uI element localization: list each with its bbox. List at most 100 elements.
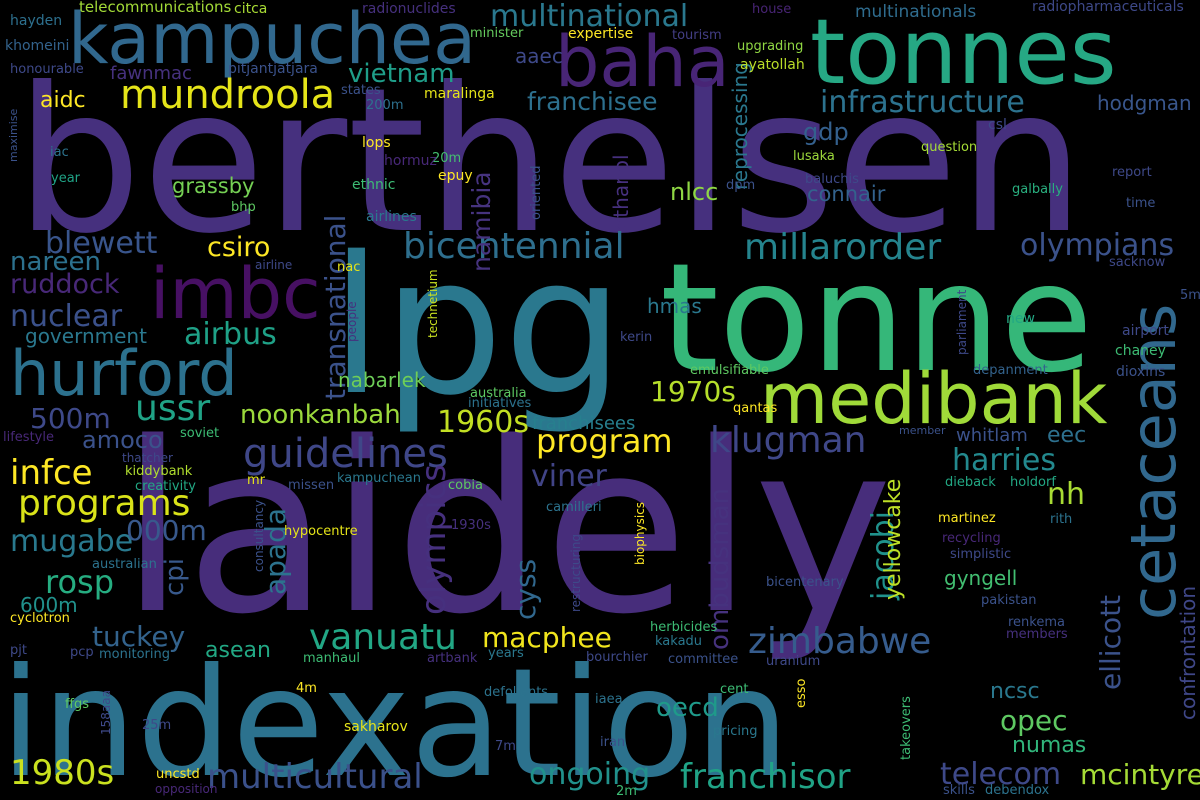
- word-200m: 200m: [366, 98, 403, 113]
- word-asean: asean: [205, 638, 271, 663]
- word-cobia: cobia: [448, 478, 483, 493]
- word-technetium: technetium: [426, 269, 440, 338]
- word-harries: harries: [952, 443, 1056, 478]
- word-1930s: 1930s: [451, 518, 491, 533]
- word-olympians: olympians: [1020, 228, 1174, 263]
- word-apada: apada: [259, 508, 292, 595]
- word-ncsc: ncsc: [990, 679, 1040, 704]
- word-people: people: [345, 301, 359, 342]
- word-klugman: klugman: [710, 420, 866, 461]
- word-csiro: csiro: [207, 232, 270, 263]
- word-4m: 4m: [296, 681, 317, 696]
- word-takeovers: takeovers: [899, 696, 914, 760]
- word-lusaka: lusaka: [793, 149, 835, 164]
- word-kampuchea: kampuchea: [68, 0, 476, 80]
- word-eec: eec: [1047, 423, 1086, 448]
- word-pakistan: pakistan: [981, 593, 1036, 608]
- word-laidely: laidely: [120, 393, 893, 666]
- word-connair: connair: [807, 182, 886, 206]
- word-sakharov: sakharov: [344, 719, 408, 735]
- word-158aaa: 158aaa: [99, 690, 113, 735]
- word-epuy: epuy: [438, 168, 473, 184]
- word-camilleri: camilleri: [546, 500, 602, 515]
- word-gdp: gdp: [803, 118, 849, 146]
- word-bicentennial: bicentennial: [403, 226, 625, 267]
- word-creativity: creativity: [135, 479, 196, 494]
- word-hodgman: hodgman: [1097, 91, 1192, 115]
- word-5m: 5m: [1180, 288, 1200, 303]
- word-ellicott: ellicott: [1094, 595, 1127, 690]
- word-airport: airport: [1122, 323, 1169, 339]
- word-defoliants: defoliants: [484, 685, 548, 700]
- word-report: report: [1112, 165, 1152, 180]
- word-nac: nac: [337, 260, 360, 275]
- word-baha: baha: [555, 21, 730, 103]
- word-bhp: bhp: [231, 200, 256, 215]
- word-government: government: [25, 324, 147, 348]
- word-franchisees: franchisees: [532, 413, 635, 434]
- word-australian: australian: [92, 557, 157, 572]
- word-minister: minister: [470, 26, 524, 41]
- word-bicentenary: bicentenary: [766, 575, 844, 590]
- word-herbicides: herbicides: [650, 620, 717, 635]
- word-transnational: transnational: [319, 215, 352, 400]
- word-hormuz: hormuz: [384, 153, 437, 169]
- word-khomeini: khomeini: [5, 38, 69, 54]
- word-hmas: hmas: [647, 294, 702, 318]
- word-members: members: [1006, 627, 1068, 642]
- word-expertise: expertise: [568, 26, 633, 42]
- word-citca: citca: [234, 1, 267, 17]
- word-ffgs: ffgs: [65, 697, 89, 712]
- word-renkema: renkema: [1008, 615, 1065, 630]
- word-member: member: [899, 424, 946, 437]
- word-numas: numas: [1012, 733, 1086, 758]
- word-skills: skills: [943, 783, 975, 798]
- word-fawnmac: fawnmac: [110, 63, 192, 84]
- word-soviet: soviet: [180, 426, 219, 441]
- word-emulsifiable: emulsifiable: [690, 363, 769, 378]
- word-imbc: imbc: [150, 253, 321, 335]
- word-oriented: oriented: [529, 166, 544, 221]
- word-nabarlek: nabarlek: [338, 368, 426, 392]
- word-restructuring: restructuring: [569, 534, 583, 612]
- word-cent: cent: [720, 682, 748, 697]
- word-esso: esso: [794, 678, 809, 708]
- word-airlines: airlines: [366, 209, 417, 225]
- word-iac: iac: [50, 145, 69, 160]
- word-chaney: chaney: [1115, 343, 1166, 359]
- word-000m: 000m: [126, 514, 207, 547]
- word-radionuclides: radionuclides: [362, 1, 456, 17]
- word-tonnes: tonnes: [810, 0, 1117, 105]
- word-olympics: olympics: [414, 464, 454, 615]
- word-galbally: galbally: [1012, 182, 1063, 197]
- word-years: years: [488, 646, 524, 661]
- word-ongoing: ongoing: [529, 757, 650, 792]
- word-1960s: 1960s: [437, 405, 529, 440]
- word-kerin: kerin: [620, 330, 652, 345]
- word-infrastructure: infrastructure: [820, 85, 1025, 120]
- word-cetaceans: cetaceans: [1117, 304, 1190, 620]
- word-uncstd: uncstd: [156, 767, 200, 782]
- word-grassby: grassby: [172, 174, 254, 198]
- word-telecommunications: telecommunications: [79, 0, 232, 16]
- word-nh: nh: [1047, 477, 1085, 512]
- word-pjt: pjt: [10, 643, 27, 658]
- word-honourable: honourable: [10, 62, 84, 77]
- word-iran: iran: [600, 735, 625, 750]
- word-uranium: uranium: [766, 654, 820, 669]
- word-millarorder: millarorder: [744, 227, 941, 268]
- word-simplistic: simplistic: [950, 547, 1011, 562]
- word-recycling: recycling: [942, 531, 1001, 546]
- word-amoco: amoco: [82, 426, 163, 454]
- word-ethnic: ethnic: [352, 177, 395, 193]
- word-tuckey: tuckey: [92, 620, 185, 653]
- word-infce: infce: [10, 453, 93, 493]
- word-programs: programs: [18, 483, 190, 524]
- word-sacknow: sacknow: [1109, 255, 1166, 270]
- word-cpi: cpi: [160, 558, 190, 596]
- word-dpm: dpm: [726, 178, 755, 193]
- word-guidelines: guidelines: [243, 431, 448, 477]
- word-maximise: maximise: [7, 108, 20, 162]
- word-opposition: opposition: [155, 782, 218, 796]
- word-biophysics: biophysics: [633, 502, 647, 565]
